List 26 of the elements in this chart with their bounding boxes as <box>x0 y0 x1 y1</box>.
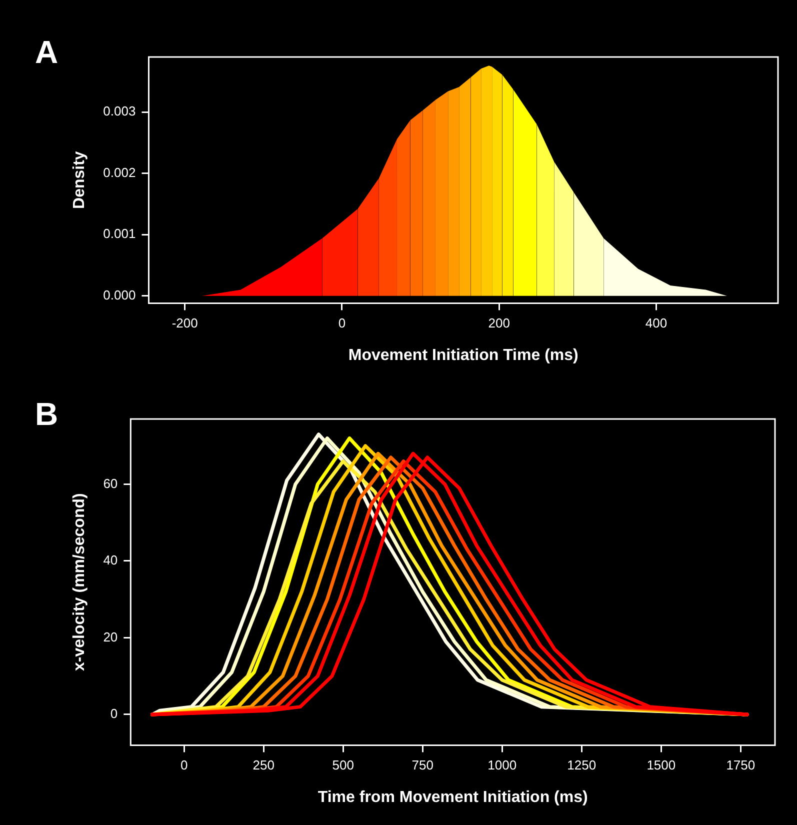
chart-title: A <box>35 34 58 70</box>
x-tick-label: 0 <box>180 758 188 773</box>
y-axis-title: x-velocity (mm/second) <box>71 493 88 672</box>
x-tick-label: 0 <box>338 316 346 331</box>
x-tick-label: 500 <box>332 758 354 773</box>
y-tick-label: 0 <box>110 706 118 722</box>
x-tick-label: 1250 <box>567 758 596 773</box>
x-tick-label: 200 <box>488 316 510 331</box>
x-tick-label: 1750 <box>726 758 756 773</box>
y-tick-label: 0.003 <box>103 104 136 119</box>
x-axis-title: Time from Movement Initiation (ms) <box>318 788 588 806</box>
y-tick-label: 0.002 <box>103 164 136 180</box>
x-tick-label: 250 <box>252 758 274 773</box>
y-tick-label: 20 <box>103 629 118 644</box>
x-axis-title: Movement Initiation Time (ms) <box>348 346 578 364</box>
x-tick-label: -200 <box>172 316 198 331</box>
y-tick-label: 0.001 <box>103 226 136 242</box>
x-tick-label: 750 <box>412 758 434 773</box>
y-tick-label: 60 <box>103 476 118 491</box>
x-tick-label: 1000 <box>488 758 517 773</box>
y-tick-label: 40 <box>103 552 118 568</box>
y-axis-title: Density <box>71 151 88 209</box>
x-tick-label: 1500 <box>646 758 676 773</box>
chart-title: B <box>35 396 58 432</box>
x-tick-label: 400 <box>645 316 668 331</box>
y-tick-label: 0.000 <box>103 287 136 302</box>
